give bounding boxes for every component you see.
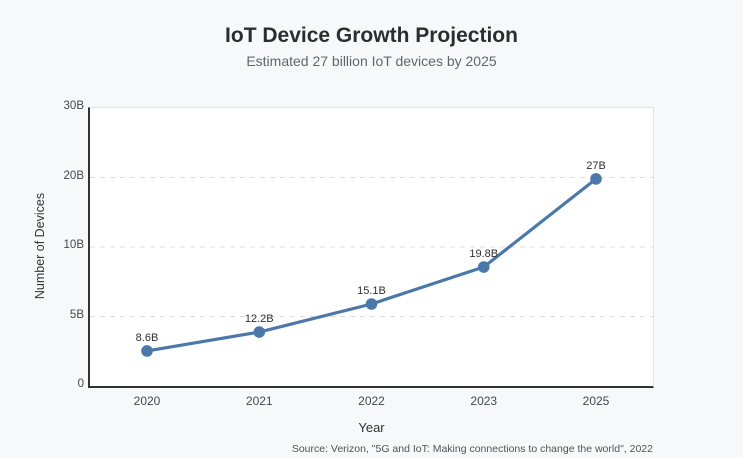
x-tick-label: 2023 [470,394,498,408]
data-point-label: 12.2B [245,313,274,325]
data-point-2021 [253,326,266,338]
chart-subtitle: Estimated 27 billion IoT devices by 2025 [246,53,497,69]
data-point-2022 [365,298,378,310]
source-citation: Source: Verizon, "5G and IoT: Making con… [291,443,653,455]
data-line [145,177,598,353]
x-tick-label: 2025 [582,394,610,408]
plot-area: 8.6B 12.2B 15.1B 19.8B 27B [88,107,654,388]
y-tick-label: 20B [63,169,84,182]
y-tick-label: 10B [63,239,84,251]
line-chart-svg: 8.6B 12.2B 15.1B 19.8B 27B [90,160,653,357]
y-tick-label: 5B [69,308,84,321]
data-point-label: 19.8B [469,248,498,260]
data-point-label: 8.6B [136,332,159,344]
x-axis-title: Year [358,420,385,435]
y-tick-label: 0 [77,378,84,390]
x-tick-label: 2021 [245,394,273,408]
data-point-2025 [590,173,602,185]
data-point-2020 [141,345,153,357]
x-tick-label: 2020 [133,394,161,408]
data-point-2023 [477,261,490,273]
data-point-label: 15.1B [357,285,386,297]
data-point-label: 27B [586,160,606,172]
y-tick-label: 30B [63,100,84,112]
x-tick-label: 2022 [358,394,385,408]
chart-title: IoT Device Growth Projection [225,24,518,47]
